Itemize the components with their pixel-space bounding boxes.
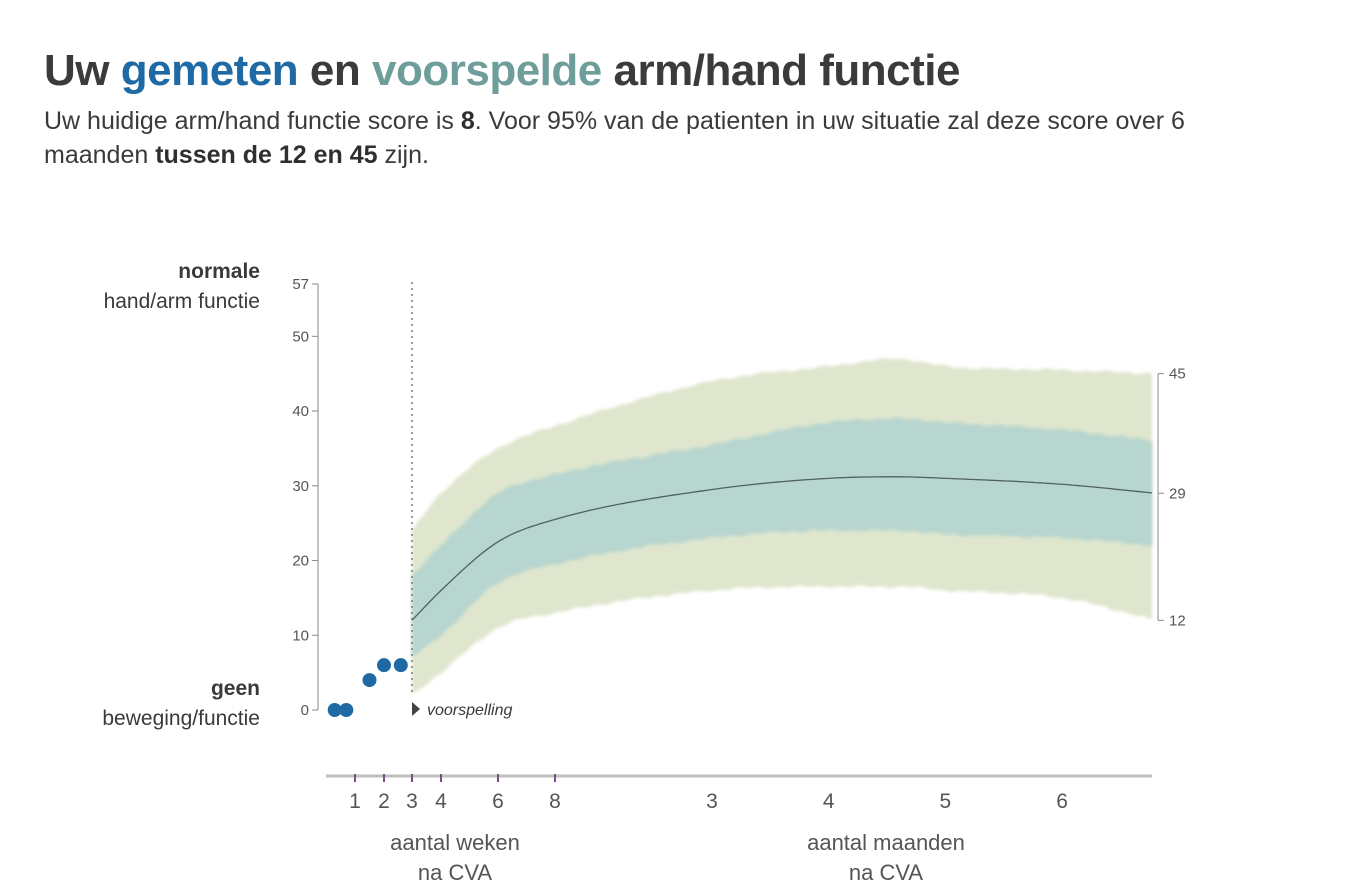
predicted-line — [411, 476, 1153, 621]
y-tick-label: 40 — [292, 403, 309, 420]
page-subtitle: Uw huidige arm/hand functie score is 8. … — [44, 104, 1264, 172]
y-tick-label: 57 — [292, 276, 309, 293]
x-month-tick-label: 3 — [706, 790, 718, 813]
x-week-tick-label: 6 — [492, 790, 504, 813]
measured-point-1 — [327, 703, 342, 717]
y-tick-label: 50 — [292, 328, 309, 345]
x-week-tick-label: 2 — [378, 790, 390, 813]
measured-point-4 — [377, 658, 391, 673]
subtitle-part3: zijn. — [377, 141, 429, 169]
x-week-tick-label: 4 — [435, 790, 447, 813]
subtitle-part1: Uw huidige arm/hand functie score is — [44, 107, 461, 135]
x-week-tick-label: 3 — [406, 790, 418, 813]
x-week-title-line1: aantal weken — [390, 830, 520, 855]
y-bottom-label-bold: geen — [211, 677, 260, 700]
x-week-title-line2: na CVA — [418, 860, 493, 885]
current-score: 8 — [460, 107, 475, 135]
subtitle-part2: . Voor 95% van de patienten in uw situat… — [44, 107, 1185, 169]
x-month-tick-label: 4 — [823, 790, 835, 813]
range-label: 29 — [1169, 485, 1186, 502]
x-week-tick-label: 8 — [549, 790, 561, 813]
y-tick-label: 20 — [292, 553, 309, 570]
y-bottom-label: beweging/functie — [102, 707, 260, 730]
title-prefix: Uw — [44, 46, 110, 95]
title-suffix: arm/hand functie — [613, 46, 961, 95]
y-tick-label: 10 — [292, 627, 309, 644]
x-month-tick-label: 5 — [940, 790, 952, 813]
title-predicted: voorspelde — [372, 46, 602, 95]
prediction-label: voorspelling — [427, 702, 512, 719]
x-month-title-line1: aantal maanden — [807, 830, 965, 855]
range-label: 45 — [1169, 366, 1186, 383]
measured-point-3 — [362, 673, 377, 688]
x-month-tick-label: 6 — [1056, 790, 1068, 813]
measured-point-2 — [339, 703, 354, 717]
title-measured: gemeten — [120, 46, 299, 95]
x-week-tick-label: 1 — [349, 790, 361, 813]
page-title: Uw gemeten en voorspelde arm/hand functi… — [44, 46, 960, 96]
measured-point-5 — [393, 658, 408, 673]
range-label: 12 — [1169, 612, 1186, 629]
x-month-title-line2: na CVA — [849, 860, 924, 885]
y-top-label-bold: normale — [178, 260, 260, 283]
y-tick-label: 0 — [301, 702, 309, 719]
play-icon — [412, 702, 420, 716]
score-range: tussen de 12 en 45 — [155, 141, 378, 169]
inner-confidence-band — [412, 417, 1152, 658]
title-mid: en — [309, 46, 361, 95]
y-top-label: hand/arm functie — [104, 290, 260, 313]
y-tick-label: 30 — [292, 478, 309, 495]
